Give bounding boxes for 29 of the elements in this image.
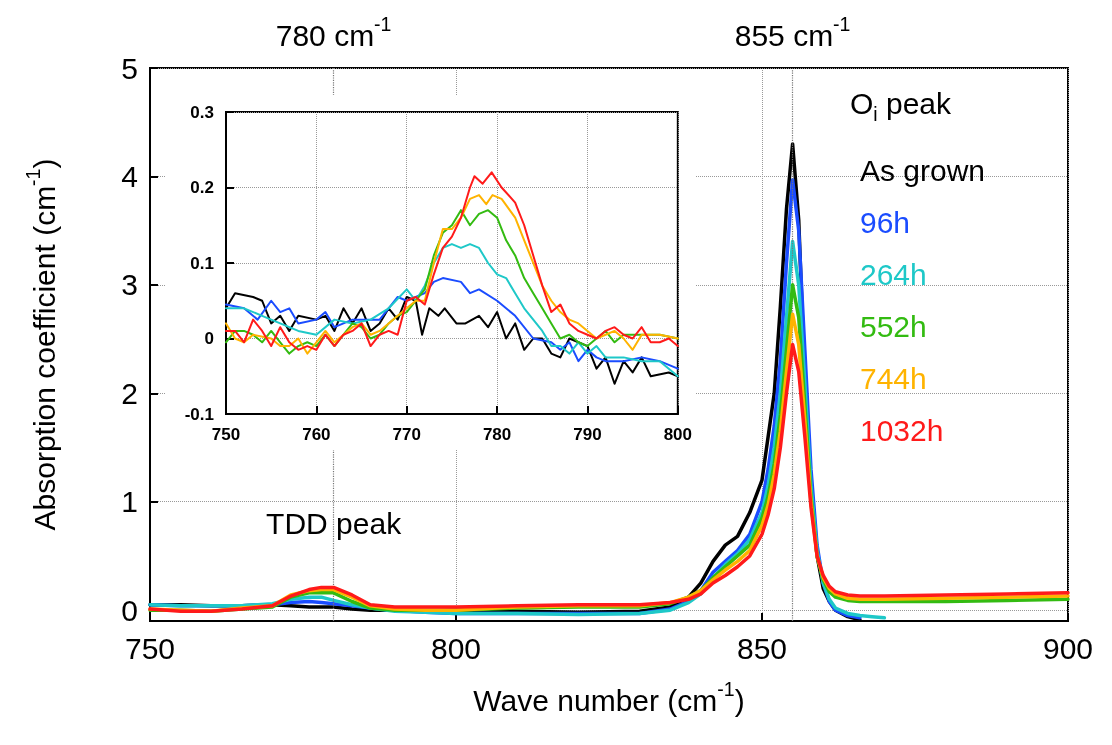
- series-label: 744h: [860, 361, 927, 395]
- x-tick-label: 750: [124, 631, 176, 665]
- y-tick-label: 3: [121, 268, 138, 302]
- text: 264h: [860, 257, 927, 291]
- y-axis-title: Absorption coefficient (cm-1): [22, 158, 61, 531]
- y-tick-label: 4: [121, 159, 138, 193]
- text: 96h: [860, 205, 911, 239]
- x-tick-label: 790: [573, 425, 602, 444]
- x-tick-label: 800: [430, 631, 482, 665]
- annotation: TDD peak: [266, 506, 403, 540]
- x-tick-label: 770: [392, 425, 421, 444]
- y-tick-label: 0: [121, 593, 138, 627]
- x-tick-label: 850: [736, 631, 788, 665]
- y-tick-label: 0: [204, 329, 214, 348]
- y-tick-label: 2: [121, 376, 138, 410]
- y-tick-label: 0.2: [190, 178, 214, 197]
- series-label: 552h: [860, 309, 927, 343]
- x-tick-label: 780: [482, 425, 512, 444]
- x-tick-label: 800: [663, 425, 693, 444]
- text: As grown: [860, 153, 986, 187]
- y-tick-label: 0.1: [190, 253, 214, 273]
- x-tick-label: 760: [302, 425, 331, 444]
- y-tick-label: 5: [121, 51, 138, 85]
- x-tick-label: 750: [211, 425, 241, 444]
- y-tick-label: -0.1: [184, 404, 214, 424]
- x-tick-label: 900: [1042, 631, 1094, 665]
- series-label: 1032h: [860, 413, 944, 447]
- y-tick-label: 1: [121, 485, 138, 519]
- y-tick-label: 0.3: [190, 102, 214, 122]
